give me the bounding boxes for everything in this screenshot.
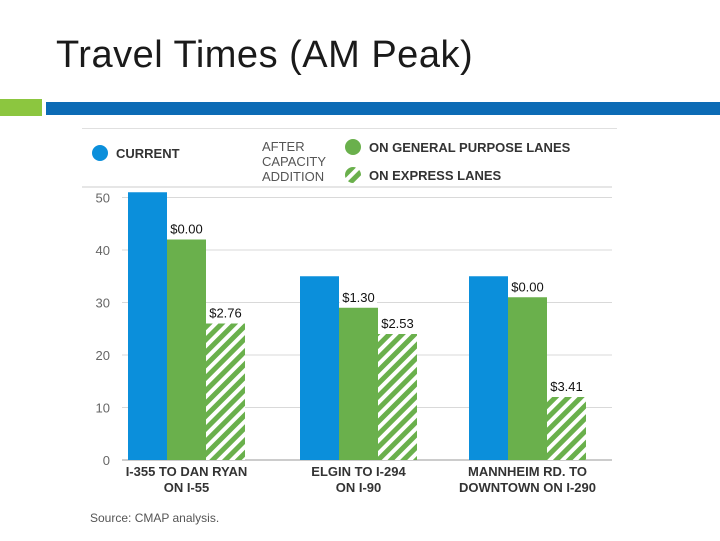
bar-express-3 [547,397,586,460]
category-label: MANNHEIM RD. TO [468,464,587,479]
legend-swatch-general [345,139,361,155]
y-tick-label: 50 [96,191,110,206]
category-label: ON I-55 [164,480,210,495]
bar-general-2 [339,307,378,460]
legend-after-title-line: ADDITION [262,169,324,184]
y-tick-label: 10 [96,401,110,416]
legend-label-general: ON GENERAL PURPOSE LANES [369,140,571,155]
legend-swatch-current [92,145,108,161]
data-label-express-2: $2.53 [381,316,414,331]
data-label-bg [207,303,244,321]
bar-current-1 [128,192,167,460]
accent-bar-blue [46,102,720,115]
category-label: DOWNTOWN ON I-290 [459,480,596,495]
bar-current-3 [469,276,508,460]
data-label-bg [548,377,585,394]
data-label-bg [168,219,205,237]
y-tick-label: 20 [96,348,110,363]
data-label-general-2: $1.30 [342,290,375,305]
bar-current-2 [300,276,339,460]
legend-label-current: CURRENT [116,146,180,161]
category-label: ON I-90 [336,480,382,495]
category-label: I-355 TO DAN RYAN [126,464,248,479]
bar-express-1 [206,323,245,460]
legend-label-express: ON EXPRESS LANES [369,168,502,183]
chart-panel: CURRENT AFTER CAPACITY ADDITION ON GENERAL P… [63,128,617,536]
data-label-express-1: $2.76 [209,306,242,321]
bar-general-1 [167,239,206,460]
data-label-express-3: $3.41 [550,379,583,394]
data-label-general-3: $0.00 [511,279,544,294]
data-label-bg [509,277,546,295]
category-label: ELGIN TO I-294 [311,464,406,479]
legend-after-title-line: AFTER [262,139,305,154]
data-label-bg [379,314,416,331]
legend-swatch-express [345,167,361,183]
data-label-general-1: $0.00 [170,222,203,237]
legend-after-title-line: CAPACITY [262,154,326,169]
data-label-bg [340,287,377,305]
chart-bars [128,192,586,460]
y-tick-label: 40 [96,243,110,258]
slide-title: Travel Times (AM Peak) [56,34,474,76]
bar-express-2 [378,334,417,460]
bar-general-3 [508,297,547,460]
source-note: Source: CMAP analysis. [90,511,219,525]
accent-bar-green [0,99,42,116]
y-tick-label: 0 [103,453,110,468]
y-tick-label: 30 [96,296,110,311]
